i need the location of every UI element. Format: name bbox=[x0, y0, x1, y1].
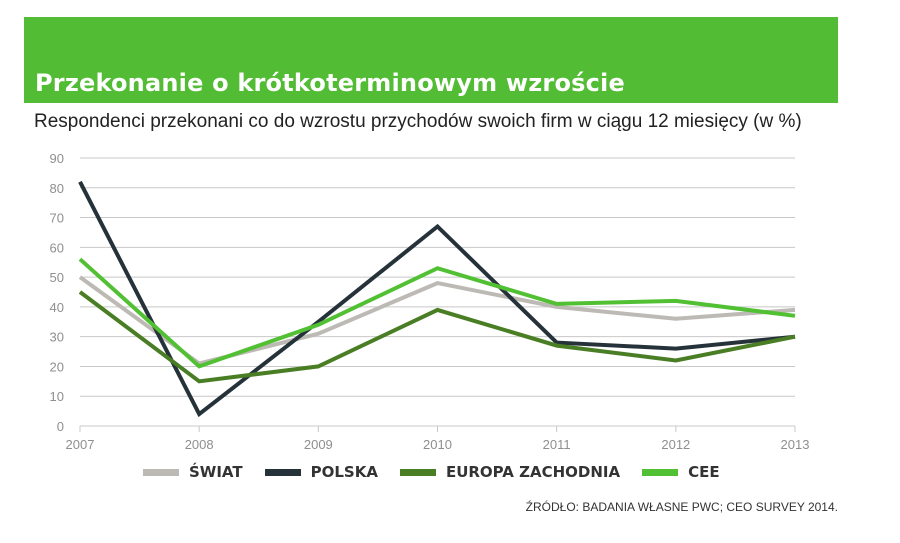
y-tick-label: 40 bbox=[50, 300, 64, 315]
x-tick-label: 2007 bbox=[66, 437, 95, 452]
legend-label: POLSKA bbox=[310, 463, 378, 481]
x-axis-ticks: 2007 2008 2009 2010 2011 2012 2013 bbox=[66, 426, 810, 452]
y-axis-ticks: 0 10 20 30 40 50 60 70 80 90 bbox=[50, 151, 64, 434]
series-line-polska bbox=[78, 180, 796, 418]
legend-label: ŚWIAT bbox=[189, 463, 243, 481]
x-tick-label: 2013 bbox=[781, 437, 810, 452]
chart-subtitle: Respondenci przekonani co do wzrostu prz… bbox=[34, 111, 802, 132]
legend-swatch bbox=[399, 468, 436, 476]
x-tick-label: 2012 bbox=[661, 437, 690, 452]
y-tick-label: 90 bbox=[50, 151, 64, 166]
legend-item: ŚWIAT bbox=[143, 463, 243, 481]
chart-title: Przekonanie o krótkoterminowym wzroście bbox=[35, 69, 625, 97]
series-line-świat bbox=[78, 275, 796, 366]
legend-label: EUROPA ZACHODNIA bbox=[445, 463, 621, 481]
legend-swatch bbox=[264, 468, 301, 476]
y-tick-label: 70 bbox=[50, 211, 64, 226]
legend-item: EUROPA ZACHODNIA bbox=[399, 463, 621, 481]
y-tick-label: 60 bbox=[50, 240, 64, 255]
x-tick-label: 2011 bbox=[543, 437, 571, 452]
title-banner: Przekonanie o krótkoterminowym wzroście bbox=[24, 17, 838, 103]
legend-label: CEE bbox=[688, 463, 720, 481]
y-tick-label: 30 bbox=[50, 330, 64, 345]
y-tick-label: 80 bbox=[50, 181, 64, 196]
source-note: ŹRÓDŁO: BADANIA WŁASNE PWC; CEO SURVEY 2… bbox=[525, 500, 838, 514]
gridlines bbox=[80, 157, 795, 427]
legend: ŚWIAT POLSKA EUROPA ZACHODNIA CEE bbox=[143, 463, 742, 481]
series-lines bbox=[78, 180, 796, 418]
series-line-europa-zachodnia bbox=[78, 290, 796, 384]
legend-swatch bbox=[143, 468, 179, 476]
legend-item: POLSKA bbox=[264, 463, 378, 481]
legend-item: CEE bbox=[642, 463, 720, 481]
x-tick-label: 2008 bbox=[185, 437, 214, 452]
y-tick-label: 50 bbox=[50, 270, 64, 285]
legend-swatch bbox=[642, 468, 679, 476]
series-line-cee bbox=[78, 257, 796, 369]
x-tick-label: 2009 bbox=[304, 437, 333, 452]
y-tick-label: 10 bbox=[50, 389, 64, 404]
y-tick-label: 20 bbox=[50, 359, 64, 374]
x-tick-label: 2010 bbox=[423, 437, 452, 452]
y-tick-label: 0 bbox=[57, 419, 64, 434]
